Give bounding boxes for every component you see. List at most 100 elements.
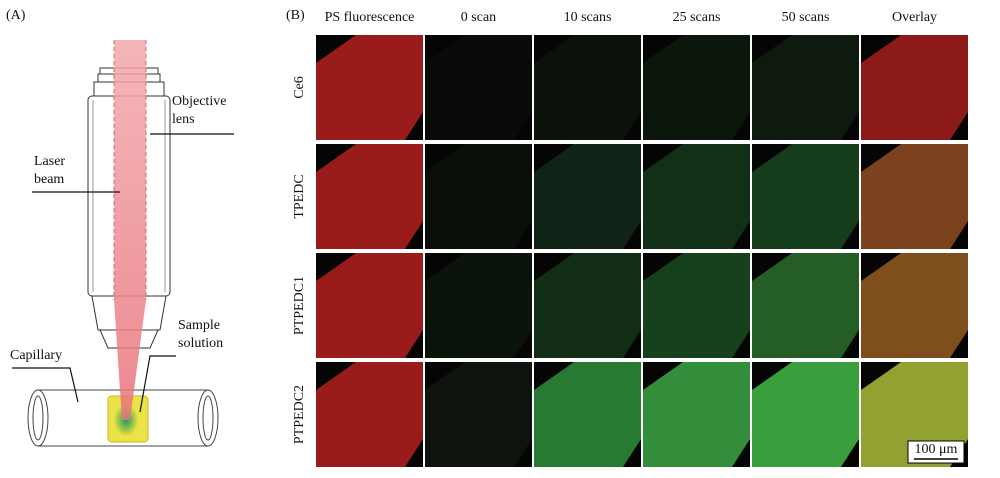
- micrograph: [534, 253, 641, 358]
- column-header: Overlay: [892, 10, 937, 25]
- micrograph: [534, 35, 641, 140]
- capillary-edge: [425, 253, 465, 281]
- capillary-end: [202, 395, 214, 441]
- capillary-edge: [316, 35, 356, 63]
- capillary-edge: [841, 112, 859, 140]
- capillary-edge: [732, 112, 750, 140]
- micrograph: [861, 144, 968, 249]
- scale-bar-box: [907, 440, 965, 464]
- micrograph: [425, 253, 532, 358]
- row-label: TPEDC: [292, 174, 307, 218]
- micrograph-shade: [752, 144, 859, 249]
- micrograph-shade: [316, 253, 423, 358]
- micrograph-shade: [316, 35, 423, 140]
- micrograph: [316, 144, 423, 249]
- capillary-edge: [861, 362, 901, 390]
- panel-label: (B): [286, 8, 305, 23]
- micrograph-shade: [534, 253, 641, 358]
- micrograph: [643, 362, 750, 467]
- capillary-edge: [752, 362, 792, 390]
- label: beam: [34, 172, 64, 187]
- micrograph-shade: [425, 35, 532, 140]
- capillary-edge: [643, 362, 683, 390]
- label: Capillary: [10, 348, 62, 363]
- micrograph: [316, 362, 423, 467]
- micrograph: [316, 253, 423, 358]
- label: solution: [178, 336, 223, 351]
- column-header: 50 scans: [782, 10, 830, 25]
- micrograph-shade: [534, 362, 641, 467]
- micrograph-shade: [316, 144, 423, 249]
- capillary-edge: [514, 439, 532, 467]
- micrograph-shade: [534, 144, 641, 249]
- micrograph: [752, 144, 859, 249]
- capillary-edge: [861, 35, 901, 63]
- micrograph: [643, 253, 750, 358]
- capillary-edge: [623, 330, 641, 358]
- micrograph: [752, 35, 859, 140]
- laser-beam: [114, 40, 146, 420]
- capillary-edge: [643, 35, 683, 63]
- capillary-edge: [316, 144, 356, 172]
- micrograph-shade: [861, 35, 968, 140]
- micrograph-shade: [752, 362, 859, 467]
- capillary-edge: [732, 439, 750, 467]
- micrograph: [425, 144, 532, 249]
- capillary-edge: [752, 35, 792, 63]
- micrograph-shade: [643, 144, 750, 249]
- capillary-edge: [514, 221, 532, 249]
- micrograph-shade: [752, 253, 859, 358]
- micrograph: [534, 362, 641, 467]
- capillary-edge: [752, 253, 792, 281]
- micrograph: [861, 253, 968, 358]
- capillary-edge: [950, 221, 968, 249]
- capillary-end: [32, 395, 44, 441]
- micrograph-shade: [861, 253, 968, 358]
- capillary-edge: [841, 439, 859, 467]
- capillary-edge: [534, 35, 574, 63]
- micrograph-shade: [643, 362, 750, 467]
- micrograph-shade: [861, 144, 968, 249]
- capillary-edge: [623, 221, 641, 249]
- micrograph-shade: [316, 362, 423, 467]
- label: Sample: [178, 318, 220, 333]
- column-header: 10 scans: [564, 10, 612, 25]
- capillary-edge: [425, 362, 465, 390]
- capillary-edge: [405, 330, 423, 358]
- capillary-edge: [950, 112, 968, 140]
- micrograph-shade: [425, 253, 532, 358]
- leader: [12, 367, 79, 403]
- micrograph-shade: [534, 35, 641, 140]
- capillary-edge: [534, 362, 574, 390]
- capillary-edge: [643, 144, 683, 172]
- label: lens: [172, 112, 195, 127]
- micrograph: [752, 362, 859, 467]
- micrograph: [425, 362, 532, 467]
- micrograph: [425, 35, 532, 140]
- capillary-edge: [841, 330, 859, 358]
- micrograph-shade: [425, 144, 532, 249]
- label: Objective: [172, 94, 226, 109]
- capillary-edge: [623, 112, 641, 140]
- micrograph: [861, 35, 968, 140]
- micrograph: [316, 35, 423, 140]
- column-header: PS fluorescence: [325, 10, 415, 25]
- capillary-edge: [841, 221, 859, 249]
- capillary-edge: [732, 221, 750, 249]
- column-header: 25 scans: [673, 10, 721, 25]
- micrograph: [752, 253, 859, 358]
- panel-label: (A): [6, 8, 26, 23]
- panel-a: (A) Objective lens Laser beam Sample sol…: [6, 8, 234, 447]
- micrograph-shade: [643, 35, 750, 140]
- row-label: PTPEDC2: [292, 385, 307, 444]
- capillary-edge: [316, 253, 356, 281]
- capillary-edge: [514, 112, 532, 140]
- capillary-edge: [405, 112, 423, 140]
- capillary-edge: [405, 439, 423, 467]
- micrograph-shade: [425, 362, 532, 467]
- micrograph: [643, 35, 750, 140]
- panel-b: PS fluorescence 0 scan 10 scans 25 scans 50 …: [292, 10, 968, 467]
- scale-bar-label: 100 μm: [915, 442, 958, 457]
- capillary-edge: [534, 253, 574, 281]
